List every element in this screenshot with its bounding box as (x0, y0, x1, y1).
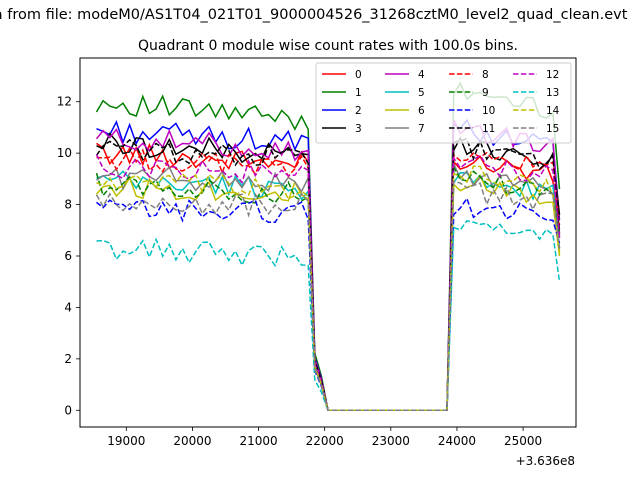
x-tick-label: 20000 (173, 434, 211, 448)
legend-label-1: 1 (355, 87, 362, 99)
y-tick-label: 12 (57, 95, 72, 109)
series-line-11 (95, 137, 561, 412)
legend-label-15: 15 (546, 123, 559, 135)
y-tick-label: 6 (64, 249, 72, 263)
x-tick-label: 19000 (107, 434, 145, 448)
x-tick-label: 23000 (372, 434, 410, 448)
x-tick-label: 25000 (504, 434, 542, 448)
x-tick-label: 24000 (438, 434, 476, 448)
series-line-15 (95, 180, 561, 412)
legend-frame (315, 62, 572, 144)
series-line-13 (96, 219, 561, 412)
x-tick-label: 21000 (239, 434, 277, 448)
legend-label-12: 12 (546, 69, 559, 81)
axis-ticks: 19000 20000 21000 22000 23000 24000 25000 0 2 4 6 8… (57, 95, 542, 448)
y-tick-label: 4 (64, 300, 72, 314)
legend-label-13: 13 (546, 87, 559, 99)
legend-label-10: 10 (482, 105, 495, 117)
legend-label-14: 14 (546, 105, 560, 117)
legend-label-3: 3 (355, 123, 362, 135)
legend-label-11: 11 (482, 123, 495, 135)
legend-label-9: 9 (482, 87, 489, 99)
figure-suptitle: Data from file: modeM0/AS1T04_021T01_900… (0, 7, 628, 23)
y-tick-label: 0 (64, 403, 72, 417)
legend-label-4: 4 (418, 69, 425, 81)
legend-label-0: 0 (355, 69, 362, 81)
x-offset-label: +3.636e8 (516, 454, 575, 468)
legend-label-6: 6 (418, 105, 425, 117)
y-tick-label: 8 (64, 198, 72, 212)
legend-label-5: 5 (418, 87, 425, 99)
legend-label-7: 7 (418, 123, 425, 135)
plot-frame (79, 57, 577, 428)
chart-title: Quadrant 0 module wise count rates with … (138, 38, 518, 54)
x-tick-label: 22000 (306, 434, 344, 448)
legend-label-8: 8 (482, 69, 489, 81)
y-tick-label: 10 (57, 146, 72, 160)
legend-label-2: 2 (355, 105, 362, 117)
y-tick-label: 2 (64, 352, 72, 366)
